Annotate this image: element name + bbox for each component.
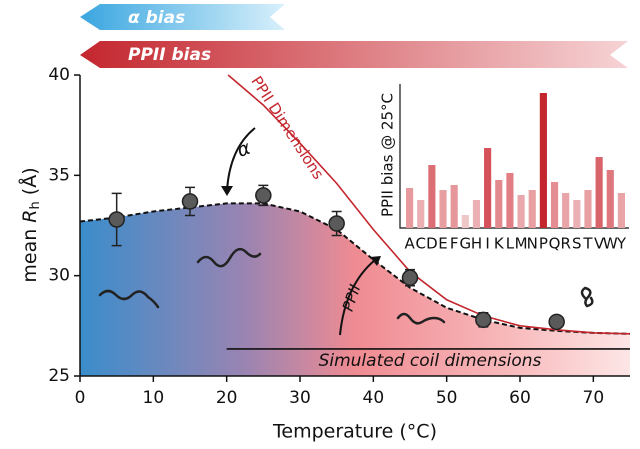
y-axis-label: mean Rh (Å) xyxy=(18,167,43,282)
x-tick-label: Y xyxy=(616,235,627,253)
ppii-bias-label: PPII bias xyxy=(128,45,211,65)
x-tick-label: R xyxy=(560,235,570,253)
bar xyxy=(606,170,614,228)
x-tick-label: N xyxy=(527,235,538,253)
fit-line xyxy=(79,202,631,335)
bar xyxy=(539,93,547,228)
x-tick-label: A xyxy=(404,235,415,253)
bar xyxy=(406,188,414,228)
x-tick-label: E xyxy=(438,235,447,253)
simulated-coil-label: Simulated coil dimensions xyxy=(319,351,542,371)
x-tick-label: I xyxy=(485,235,489,253)
bar xyxy=(562,193,570,228)
bar xyxy=(517,195,525,228)
x-tick-label: 30 xyxy=(289,388,311,408)
alpha-arrow xyxy=(226,127,256,191)
data-point xyxy=(255,187,272,204)
bar xyxy=(439,190,447,228)
data-point xyxy=(328,215,345,232)
data-point xyxy=(108,211,125,228)
alpha-arrow-head xyxy=(221,186,233,196)
bar xyxy=(617,193,625,228)
x-tick-label: 0 xyxy=(75,388,86,408)
y-tick-label: 35 xyxy=(48,165,70,185)
bar xyxy=(428,165,436,228)
y-axis-label-part: R xyxy=(19,209,41,222)
bar xyxy=(417,200,425,228)
coil-icons xyxy=(98,247,594,325)
bar xyxy=(472,200,481,228)
inset-y-label: PPII bias @ 25°C xyxy=(379,93,397,217)
x-tick-label: C xyxy=(415,235,425,253)
curve-line xyxy=(227,74,631,335)
y-tick-label: 40 xyxy=(48,65,70,85)
x-tick-label: L xyxy=(506,235,515,253)
x-tick-label: 40 xyxy=(363,388,385,408)
ppii-arrow xyxy=(339,259,376,336)
x-tick-label: S xyxy=(572,235,582,253)
bar xyxy=(550,182,559,228)
x-tick-label: M xyxy=(515,235,528,253)
bar xyxy=(484,148,492,228)
bar xyxy=(495,180,503,228)
x-tick-label: 50 xyxy=(436,388,458,408)
alpha-annotation: α xyxy=(234,137,254,162)
bar xyxy=(573,200,581,228)
ppii-bias-arrow xyxy=(80,41,628,68)
x-tick-label: P xyxy=(539,235,548,253)
ppii-dimensions-label: PPII Dimensions xyxy=(247,73,327,183)
data-point xyxy=(181,193,199,210)
x-tick-label: V xyxy=(594,235,605,253)
data-point xyxy=(401,269,419,286)
bar xyxy=(461,215,469,228)
data-point xyxy=(548,313,565,331)
x-tick-label: F xyxy=(450,235,459,253)
y-tick-label: 30 xyxy=(48,266,70,286)
bar xyxy=(584,190,592,228)
x-tick-label: D xyxy=(426,235,438,253)
fit-area xyxy=(80,203,630,376)
data-point xyxy=(475,311,492,329)
alpha-bias-arrow xyxy=(80,4,285,30)
y-tick-label: 25 xyxy=(48,366,70,386)
x-tick-label: T xyxy=(582,235,593,253)
x-tick-label: 10 xyxy=(143,388,165,408)
x-tick-label: G xyxy=(460,235,472,253)
y-axis-label-part: mean xyxy=(19,223,41,283)
x-tick-label: K xyxy=(494,235,505,253)
x-tick-label: 70 xyxy=(583,388,605,408)
x-tick-label: 60 xyxy=(509,388,531,408)
x-axis-label: Temperature (°C) xyxy=(272,421,437,443)
bar xyxy=(528,190,536,228)
bar xyxy=(450,185,458,228)
x-tick-label: W xyxy=(603,235,618,253)
x-tick-label: 20 xyxy=(216,388,238,408)
x-tick-label: H xyxy=(471,235,482,253)
bar xyxy=(595,157,603,228)
y-axis-label-part: (Å) xyxy=(18,167,41,201)
y-axis-label-part: h xyxy=(28,201,43,209)
x-tick-label: Q xyxy=(549,235,561,253)
bar xyxy=(506,173,514,228)
alpha-bias-label: α bias xyxy=(128,8,185,28)
